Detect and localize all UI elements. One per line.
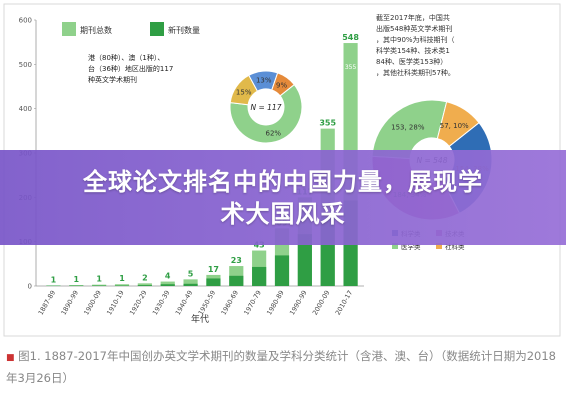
y-tick-label: 500 (19, 61, 32, 69)
bar-value-label: 17 (208, 265, 219, 274)
banner-title-line-1: 全球论文排名中的中国力量，展现学 (83, 167, 483, 196)
bar-inner-label: 355 (345, 64, 357, 71)
donut-small-slice-label: 15% (236, 88, 252, 96)
bar-value-label: 548 (342, 33, 359, 42)
bar-value-label: 4 (165, 272, 171, 281)
bar-value-label: 1 (73, 275, 79, 284)
bar-new (252, 266, 267, 286)
bar-new (229, 275, 244, 286)
legend-swatch-new (150, 22, 164, 36)
pie-note-text: 出版548种英文学术期刊 (376, 24, 452, 33)
bar-total (137, 283, 152, 286)
bar-new (137, 285, 152, 286)
bar-value-label: 2 (142, 273, 148, 282)
y-tick-label: 600 (19, 17, 32, 25)
legend-label: 期刊总数 (80, 25, 112, 35)
donut-small-slice-label: 9% (276, 81, 287, 89)
donut-large-slice-label: 153, 28% (391, 123, 425, 131)
pie-legend-label: 社科类 (445, 242, 465, 251)
bar-total (183, 279, 198, 286)
bar-value-label: 1 (51, 276, 57, 285)
caption-marker-icon: ■ (6, 353, 15, 363)
bar-new (274, 255, 290, 286)
x-axis-label: 年代 (191, 313, 209, 325)
pie-legend-swatch (392, 243, 398, 249)
pie-note-text: 截至2017年底，中国共 (376, 13, 450, 22)
pie-legend-label: 医学类 (401, 242, 421, 251)
bar-new (297, 234, 312, 286)
figure-caption: ■ 图1. 1887-2017年中国创办英文学术期刊的数量及学科分类统计（含港、… (6, 346, 562, 388)
donut-small-slice-label: 13% (256, 77, 272, 85)
legend-label: 新刊数量 (168, 25, 200, 35)
bar-value-label: 5 (188, 269, 194, 278)
bar-value-label: 1 (119, 274, 125, 283)
bar-new (160, 284, 175, 286)
bar-total (114, 284, 130, 286)
donut-small-slice (271, 72, 295, 97)
bar-value-label: 355 (319, 119, 336, 128)
y-tick-label: 0 (28, 283, 32, 291)
bar-new (183, 283, 198, 286)
annotation-text: 港（80种）、澳（1种）、 (88, 53, 164, 62)
pie-note-text: 科学类154种、技术类1 (376, 46, 450, 55)
donut-large-slice (371, 99, 448, 160)
bar-value-label: 43 (254, 241, 265, 250)
donut-small-slice-label: 62% (266, 129, 282, 137)
annotation-text: 台（36种）地区出版的117 (88, 64, 173, 73)
caption-text: 图1. 1887-2017年中国创办英文学术期刊的数量及学科分类统计（含港、澳、… (6, 349, 556, 385)
bar-new (206, 278, 221, 286)
legend-swatch-total (62, 22, 76, 36)
pie-note-text: ，其中90%为科技期刊（ (376, 35, 455, 44)
donut-small-center-label: N = 117 (251, 103, 282, 112)
bar-value-label: 23 (231, 256, 242, 265)
pie-note-text: ，其他社科类期刊57种。 (376, 68, 455, 77)
bar-value-label: 1 (96, 275, 102, 284)
title-banner: 全球论文排名中的中国力量，展现学 术大国风采 (0, 150, 566, 245)
bar-total (160, 281, 175, 286)
y-tick-label: 400 (19, 105, 32, 113)
donut-small-slice (229, 83, 303, 144)
donut-large-slice (436, 101, 480, 148)
pie-legend-swatch (436, 243, 442, 249)
pie-note-text: 84种、医学类153种） (376, 57, 447, 66)
bar-total (92, 284, 107, 286)
annotation-text: 种英文学术期刊 (88, 75, 137, 84)
banner-title-line-2: 术大国风采 (220, 199, 346, 228)
donut-large-slice-label: 57, 10% (440, 122, 469, 130)
